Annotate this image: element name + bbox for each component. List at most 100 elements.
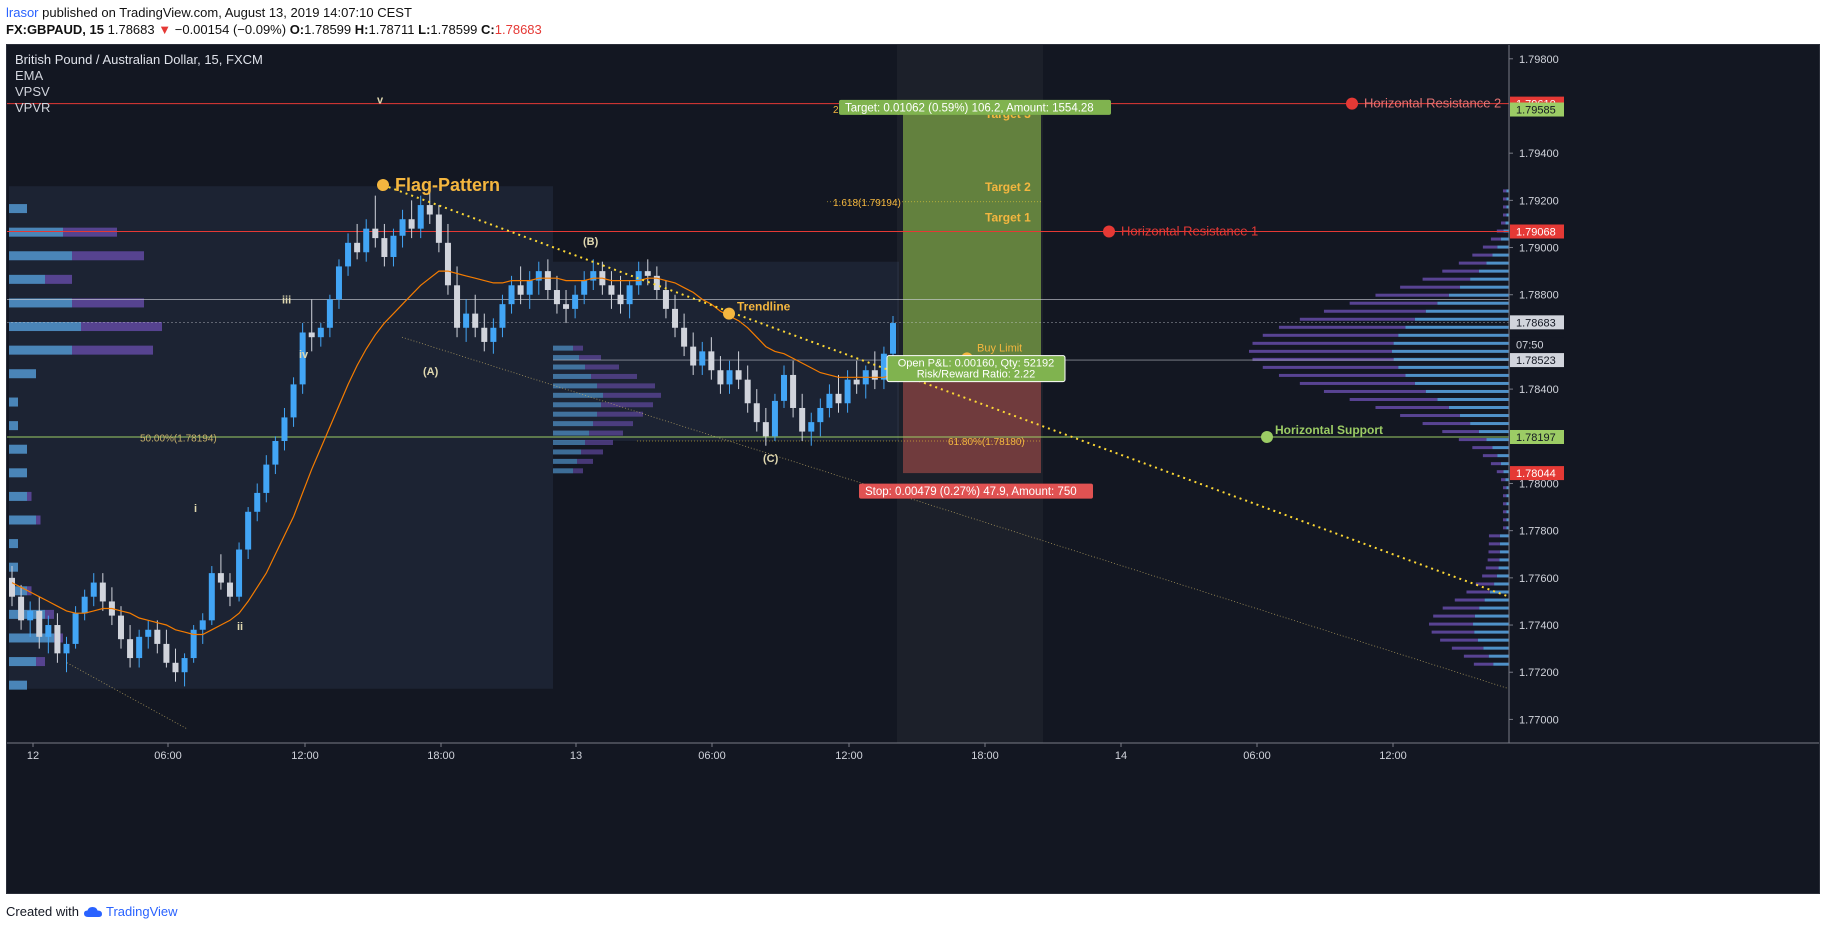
time-tick-label: 14 — [1115, 750, 1127, 762]
vp-bar-mid — [553, 421, 593, 427]
vp-bar-right-sell — [1433, 614, 1475, 618]
highlight-band — [897, 45, 1043, 743]
vp-bar-right-sell — [1488, 550, 1500, 554]
vp-bar-right — [1448, 406, 1509, 410]
vp-bar-right — [1497, 454, 1509, 458]
target-box-label: Target: 0.01062 (0.59%) 106.2, Amount: 1… — [845, 102, 1094, 114]
price-badge-label: 1.78523 — [1516, 355, 1556, 367]
tradingview-link[interactable]: TradingView — [83, 904, 178, 919]
vp-bar-right-sell — [1458, 261, 1487, 265]
wave-label: iv — [299, 349, 309, 361]
vp-bar-right-sell — [1252, 341, 1394, 345]
vp-bar-right-sell — [1496, 470, 1504, 474]
candle-body — [417, 205, 424, 229]
candle-body — [835, 393, 842, 404]
vp-bar-right-sell — [1400, 414, 1461, 418]
candle-body — [117, 615, 124, 640]
vp-bar-right-sell — [1442, 430, 1479, 434]
vp-bar-right-sell — [1488, 534, 1500, 538]
legend-title[interactable]: British Pound / Australian Dollar, 15, F… — [15, 52, 263, 67]
vp-bar-right-sell — [1501, 478, 1506, 482]
vp-bar-right-sell — [1458, 438, 1487, 442]
candle-body — [617, 294, 624, 305]
vp-bar-left-sell — [72, 345, 153, 355]
fib-1618-label: 1.618(1.79194) — [833, 198, 901, 209]
time-tick-label: 13 — [570, 750, 582, 762]
vp-bar-mid — [553, 449, 581, 455]
vp-bar-left — [9, 345, 72, 355]
candle-body — [199, 620, 206, 630]
vp-bar-right-sell — [1503, 518, 1507, 522]
candle-body — [672, 308, 679, 328]
legend-vpvr[interactable]: VPVR — [15, 100, 51, 115]
wave-label: v — [377, 95, 384, 107]
candle-body — [608, 285, 615, 295]
chart-frame[interactable]: Flag-Pattern Trendline Horizontal Resistan… — [6, 44, 1820, 894]
vp-bar-right — [1493, 662, 1509, 666]
vp-bar-right — [1489, 590, 1509, 594]
vp-bar-right — [1483, 646, 1509, 650]
vp-bar-right — [1498, 566, 1509, 570]
candle-body — [563, 304, 570, 309]
vp-bar-left — [9, 322, 81, 332]
vp-bar-left — [9, 515, 36, 525]
vp-bar-right-sell — [1454, 598, 1485, 602]
vp-bar-mid-sell — [573, 468, 583, 474]
candle-body — [717, 370, 724, 385]
candle-body — [272, 441, 279, 465]
published-text: published on TradingView.com, August 13,… — [38, 5, 412, 20]
candle-body — [463, 313, 470, 328]
candle-body — [871, 370, 878, 380]
vp-bar-left — [9, 369, 36, 379]
legend-ema[interactable]: EMA — [15, 68, 44, 83]
vp-bar-mid-sell — [597, 411, 643, 417]
author-link[interactable]: lrasor — [6, 5, 39, 20]
vp-bar-right-sell — [1490, 237, 1501, 241]
candle-body — [553, 290, 560, 305]
created-with-label: Created with — [6, 904, 79, 919]
vp-bar-right — [1494, 582, 1509, 586]
candle-body — [9, 577, 15, 597]
legend-vpsv[interactable]: VPSV — [15, 84, 50, 99]
vp-bar-right — [1505, 221, 1509, 225]
price-tick-label: 1.77400 — [1519, 620, 1559, 632]
vp-bar-right — [1506, 213, 1509, 217]
vp-bar-right-sell — [1503, 189, 1507, 193]
vp-bar-right-sell — [1487, 558, 1500, 562]
vp-bar-right-sell — [1249, 349, 1392, 353]
vp-bar-left-sell — [36, 657, 45, 667]
last-price: 1.78683 — [107, 22, 155, 37]
candle-body — [499, 304, 506, 328]
wave-label: i — [194, 503, 197, 515]
vp-bar-right — [1393, 341, 1509, 345]
candle-body — [363, 228, 370, 253]
vp-bar-right — [1503, 470, 1509, 474]
vp-bar-right — [1506, 510, 1509, 514]
wave-label: iii — [282, 294, 291, 306]
vp-bar-left — [9, 609, 45, 619]
pnl-box — [886, 355, 1066, 383]
candle-body — [590, 271, 597, 281]
vp-bar-left — [9, 397, 18, 407]
vp-bar-right-sell — [1451, 646, 1484, 650]
vp-bar-right-sell — [1252, 357, 1394, 361]
candle-body — [454, 285, 461, 328]
price-change: −0.00154 (−0.09%) — [174, 22, 287, 37]
time-tick-label: 06:00 — [698, 750, 726, 762]
high-value: 1.78711 — [368, 22, 415, 37]
stop-box-label: Stop: 0.00479 (0.27%) 47.9, Amount: 750 — [865, 486, 1077, 498]
price-tick-label: 1.79200 — [1519, 195, 1559, 207]
vp-bar-right-sell — [1442, 606, 1480, 610]
target-1-label: Target 1 — [985, 211, 1031, 225]
vp-bar-right — [1478, 638, 1509, 642]
vp-bar-right — [1405, 325, 1509, 329]
vp-bar-right — [1492, 253, 1509, 257]
target-zone — [903, 109, 1041, 361]
vp-bar-left — [9, 562, 18, 572]
vp-bar-right — [1499, 542, 1509, 546]
target-box — [839, 99, 1111, 115]
vp-bar-mid-sell — [579, 355, 601, 361]
chart-canvas[interactable]: Flag-Pattern Trendline Horizontal Resistan… — [7, 45, 1819, 893]
vp-bar-right-sell — [1501, 221, 1506, 225]
candle-body — [299, 332, 306, 385]
